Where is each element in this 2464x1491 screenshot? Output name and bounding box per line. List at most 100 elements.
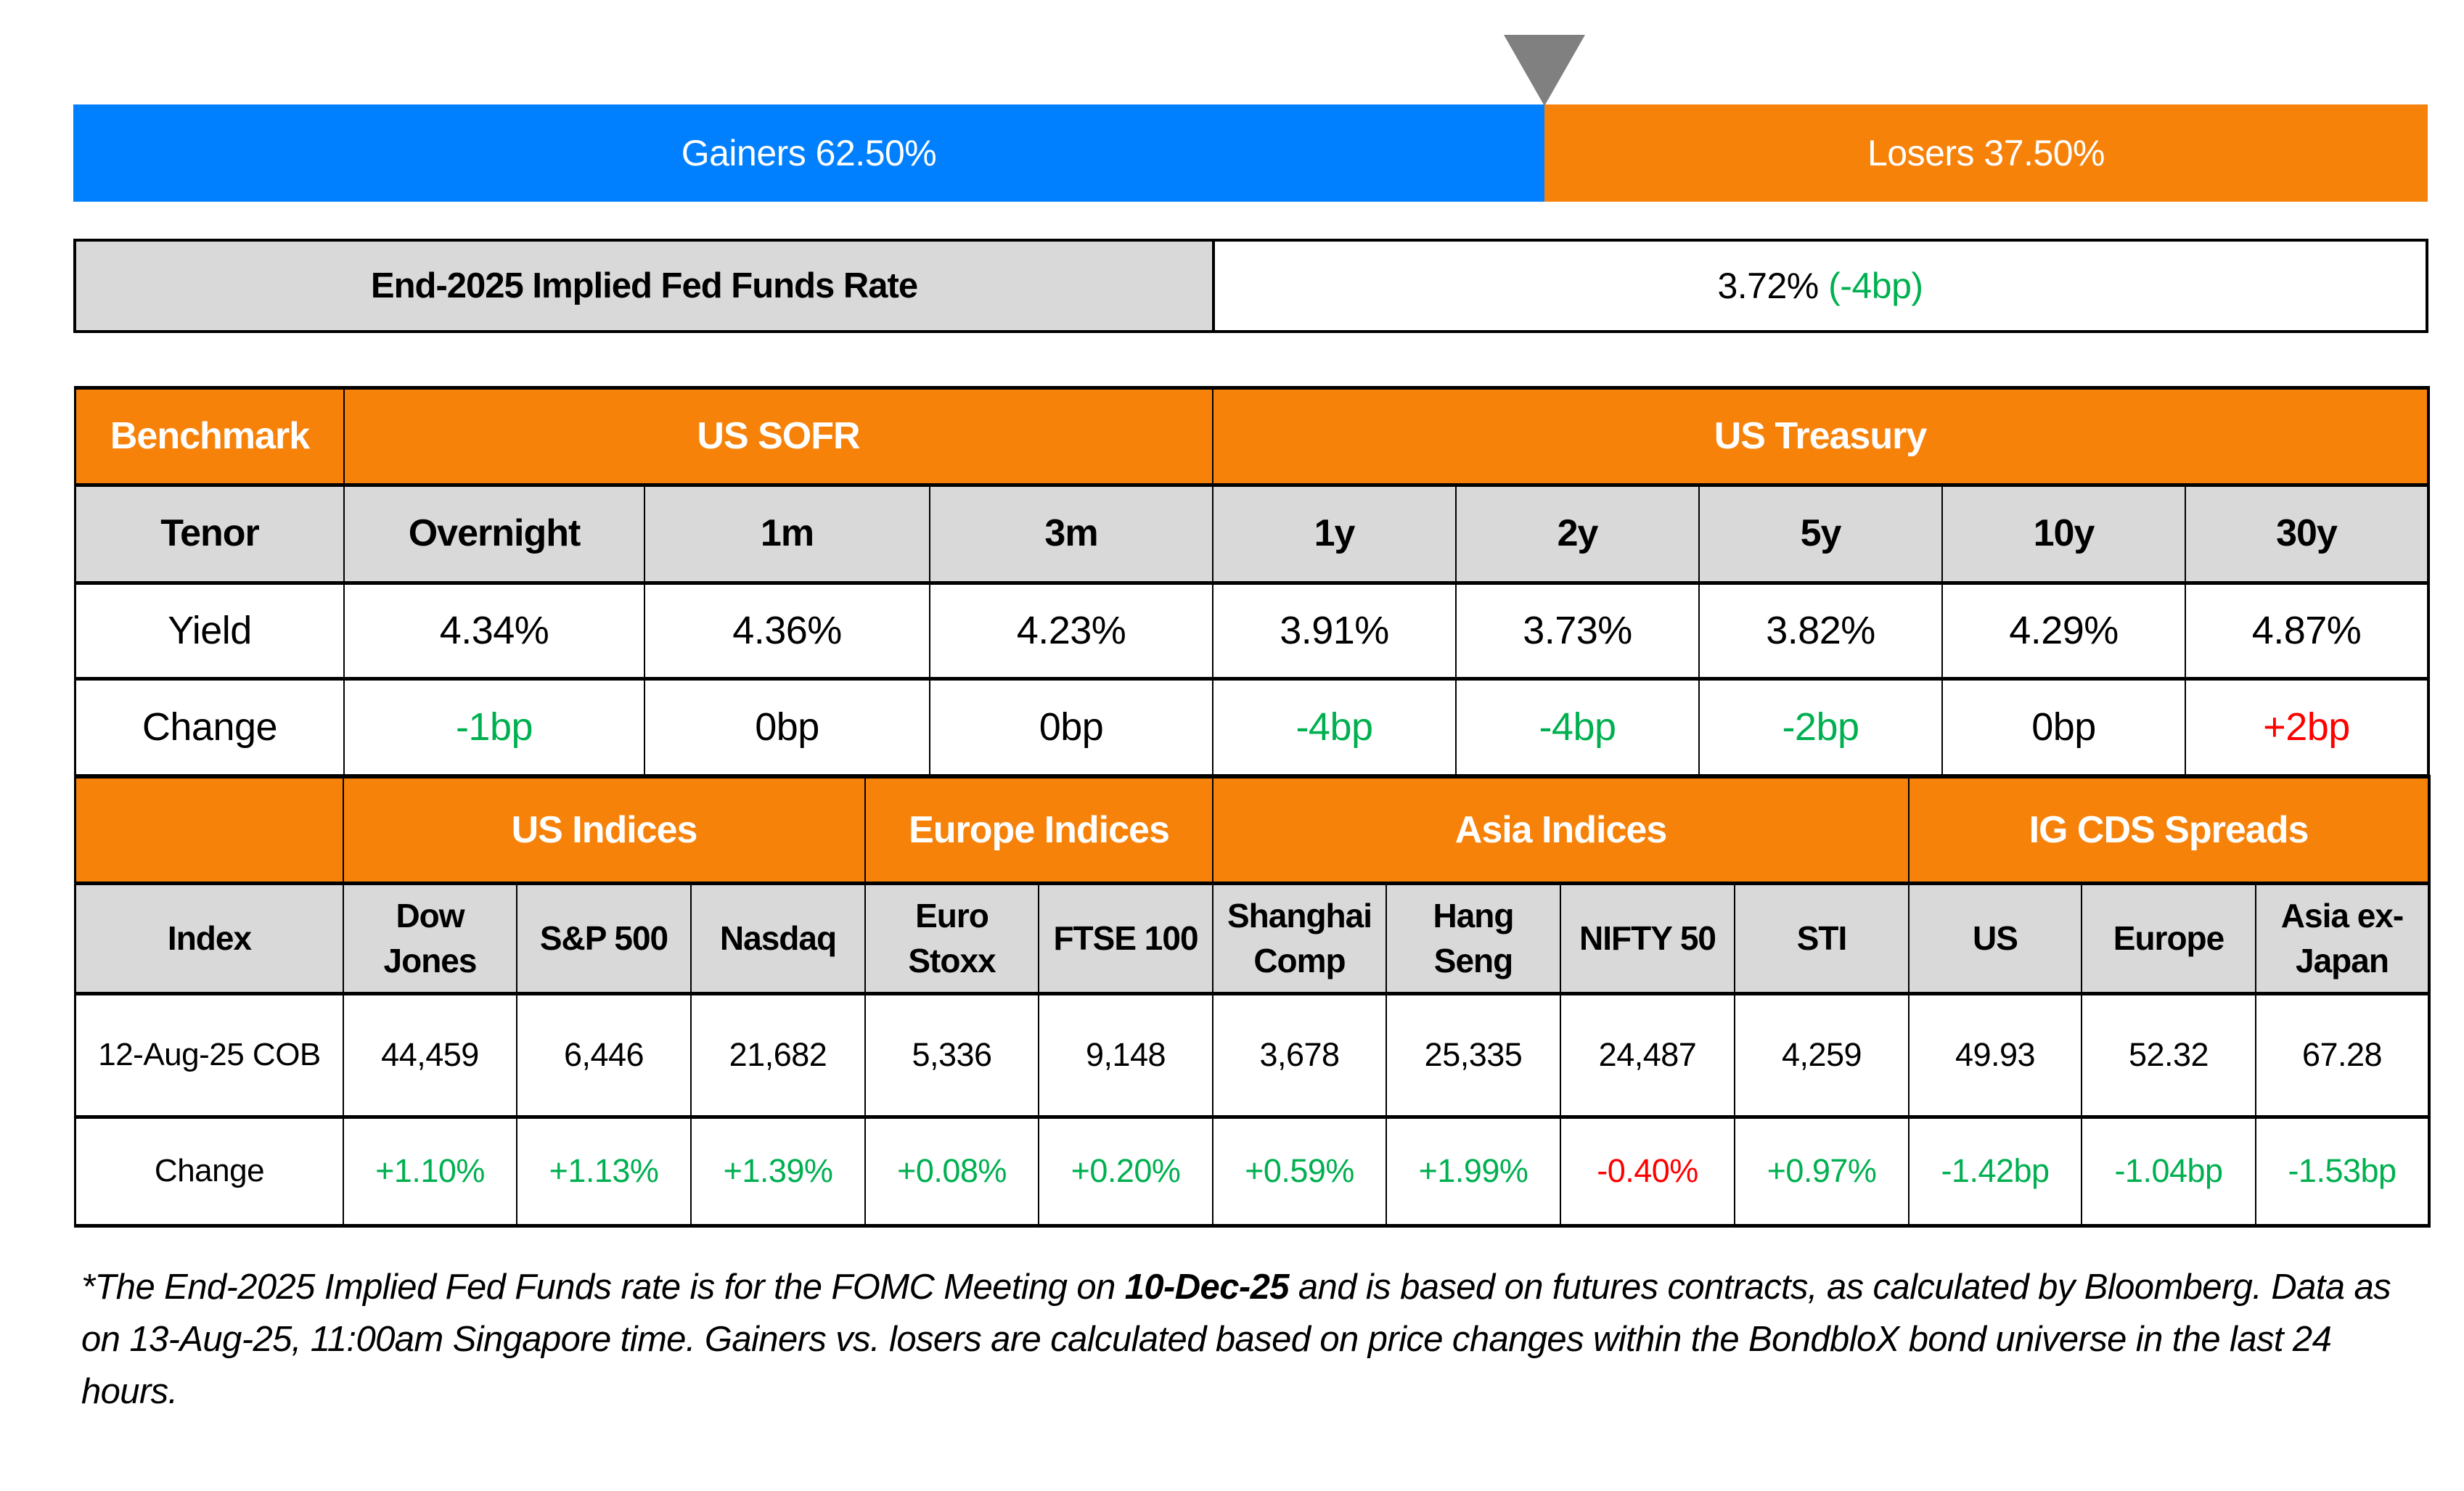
index-change-value: +0.08%: [864, 1116, 1039, 1226]
header-label-line: Hang: [1433, 896, 1515, 935]
index-name-header: Nasdaq: [690, 882, 866, 994]
index-change-value: +1.13%: [516, 1116, 692, 1226]
index-name-header: Euro Stoxx: [864, 882, 1039, 994]
header-label-line: Asia ex-: [2280, 896, 2404, 935]
header-label: FTSE 100: [1053, 916, 1198, 961]
yield-change-value: -2bp: [1698, 678, 1943, 776]
row-label-yield: Yield: [75, 582, 345, 679]
yield-change-value: 0bp: [644, 678, 930, 776]
table-divider: [75, 386, 2429, 390]
index-value: 24,487: [1560, 993, 1735, 1117]
index-change-value: +1.10%: [343, 1116, 517, 1226]
implied-fed-funds-value-cell: 3.72% (-4bp): [1215, 242, 2426, 330]
header-label-line: Stoxx: [908, 942, 996, 979]
yield-change-value: -4bp: [1455, 678, 1700, 776]
tenor-header: 3m: [929, 484, 1213, 583]
index-name-header: Europe: [2081, 882, 2256, 994]
index-value: 44,459: [343, 993, 517, 1117]
header-label-line: Dow: [396, 896, 464, 935]
header-label: Europe: [2113, 916, 2224, 961]
index-value: 6,446: [516, 993, 692, 1117]
table-divider: [75, 677, 2429, 681]
group-header-us-indices: US Indices: [343, 776, 866, 884]
index-change-value: -1.53bp: [2255, 1116, 2429, 1226]
index-value: 25,335: [1386, 993, 1561, 1117]
yield-value: 4.87%: [2185, 582, 2428, 679]
header-label: Dow Jones: [384, 893, 478, 983]
group-header-asia-indices: Asia Indices: [1212, 776, 1910, 884]
index-change-value: +0.20%: [1038, 1116, 1213, 1226]
index-value: 5,336: [864, 993, 1039, 1117]
gainers-label: Gainers 62.50%: [681, 133, 937, 173]
gainers-bar: Gainers 62.50%: [73, 104, 1544, 202]
tenor-header: 30y: [2185, 484, 2428, 583]
row-label-change: Change: [75, 678, 345, 776]
index-name-header: Dow Jones: [343, 882, 517, 994]
index-value: 52.32: [2081, 993, 2256, 1117]
header-label-line: Euro: [915, 896, 989, 935]
index-name-header: Asia ex- Japan: [2255, 882, 2429, 994]
breadth-split-marker-icon: [1504, 35, 1585, 106]
tenor-header: Overnight: [343, 484, 645, 583]
footnote-meeting-date: 10-Dec-25: [1124, 1268, 1290, 1307]
header-label-line: Nasdaq: [719, 919, 837, 957]
index-change-value: +0.97%: [1734, 1116, 1910, 1226]
table-divider: [75, 1115, 2430, 1119]
table-divider: [75, 992, 2430, 995]
header-label: Hang Seng: [1433, 893, 1515, 983]
index-name-header: FTSE 100: [1038, 882, 1213, 994]
implied-fed-funds-change: (-4bp): [1828, 266, 1923, 306]
header-label: Euro Stoxx: [908, 893, 996, 983]
index-change-value: +0.59%: [1212, 1116, 1387, 1226]
group-header-benchmark: Benchmark: [75, 387, 345, 485]
table-divider: [75, 1224, 2430, 1228]
header-label-line: STI: [1796, 919, 1848, 957]
yield-value: 3.82%: [1698, 582, 1943, 679]
index-name-header: US: [1908, 882, 2082, 994]
yield-change-value: 0bp: [929, 678, 1213, 776]
yield-change-value: -1bp: [343, 678, 645, 776]
index-value: 9,148: [1038, 993, 1213, 1117]
implied-fed-funds-box: End-2025 Implied Fed Funds Rate 3.72% (-…: [73, 239, 2428, 333]
group-header-blank: [75, 776, 344, 884]
header-label: STI: [1796, 916, 1848, 961]
yield-value: 3.73%: [1455, 582, 1700, 679]
table-divider: [75, 483, 2429, 487]
header-label-line: S&P 500: [539, 919, 668, 957]
tenor-header: 1y: [1212, 484, 1457, 583]
header-label-line: NIFTY 50: [1579, 919, 1716, 957]
table-divider: [75, 775, 2430, 779]
header-label: NIFTY 50: [1579, 916, 1716, 961]
index-value: 49.93: [1908, 993, 2082, 1117]
index-change-value: -0.40%: [1560, 1116, 1735, 1226]
yield-change-value: 0bp: [1941, 678, 2186, 776]
footnote-text-1: *The End-2025 Implied Fed Funds rate is …: [81, 1268, 1125, 1307]
group-header-us-sofr: US SOFR: [343, 387, 1213, 485]
yield-change-value: -4bp: [1212, 678, 1457, 776]
index-value: 3,678: [1212, 993, 1387, 1117]
index-change-value: +1.39%: [690, 1116, 866, 1226]
implied-fed-funds-value: 3.72%: [1717, 266, 1819, 306]
footnote-text-2: and is based on futures contracts, as ca…: [81, 1268, 2391, 1411]
row-label-tenor: Tenor: [75, 484, 345, 583]
losers-bar: Losers 37.50%: [1544, 104, 2428, 202]
index-name-header: STI: [1734, 882, 1910, 994]
index-name-header: Shanghai Comp: [1212, 882, 1387, 994]
group-header-ig-cds-spreads: IG CDS Spreads: [1908, 776, 2429, 884]
index-value: 67.28: [2255, 993, 2429, 1117]
header-label: Nasdaq: [719, 916, 837, 961]
header-label-line: US: [1973, 919, 2018, 957]
yield-value: 4.36%: [644, 582, 930, 679]
yield-value: 4.34%: [343, 582, 645, 679]
header-label-line: Comp: [1253, 942, 1346, 979]
header-label: Shanghai Comp: [1227, 893, 1372, 983]
index-value: 4,259: [1734, 993, 1910, 1117]
tenor-header: 2y: [1455, 484, 1700, 583]
group-header-us-treasury: US Treasury: [1212, 387, 2428, 485]
footnote: *The End-2025 Implied Fed Funds rate is …: [81, 1261, 2433, 1418]
tenor-header: 1m: [644, 484, 930, 583]
index-value: 21,682: [690, 993, 866, 1117]
row-label-index: Index: [75, 882, 344, 994]
table-divider: [75, 581, 2429, 585]
yield-value: 4.23%: [929, 582, 1213, 679]
